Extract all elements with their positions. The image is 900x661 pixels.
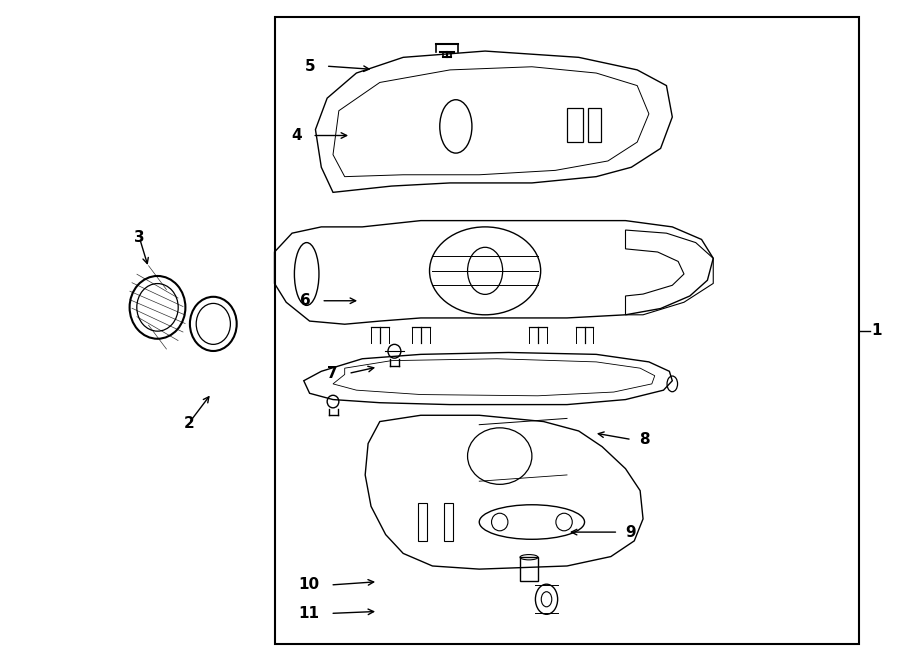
Text: 1: 1 <box>871 323 882 338</box>
Text: 3: 3 <box>134 231 145 245</box>
Text: 9: 9 <box>626 525 636 539</box>
Text: 4: 4 <box>291 128 302 143</box>
Text: 2: 2 <box>184 416 194 430</box>
Bar <box>418 503 427 541</box>
Text: 10: 10 <box>299 578 320 592</box>
Text: 6: 6 <box>300 293 310 308</box>
Text: 8: 8 <box>639 432 650 447</box>
Bar <box>444 503 453 541</box>
Text: 5: 5 <box>304 59 315 73</box>
Text: 11: 11 <box>299 606 320 621</box>
Bar <box>274 17 859 644</box>
Bar <box>520 557 538 581</box>
Text: 7: 7 <box>327 366 338 381</box>
